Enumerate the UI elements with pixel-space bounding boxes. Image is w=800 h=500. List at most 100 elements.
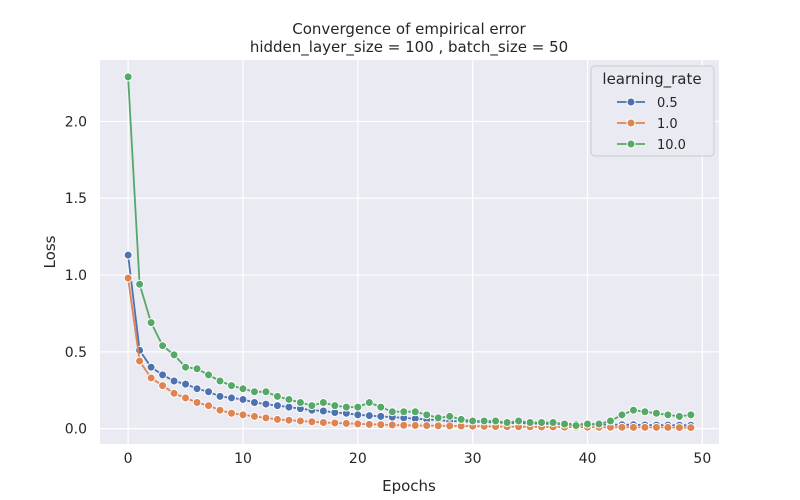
data-point (146, 318, 156, 328)
data-point (272, 391, 282, 401)
legend-marker (626, 97, 636, 107)
data-point (353, 410, 363, 420)
chart-subtitle: hidden_layer_size = 100 , batch_size = 5… (250, 38, 568, 57)
data-point (491, 416, 501, 426)
data-point (617, 422, 627, 432)
data-point (364, 419, 374, 429)
data-point (135, 279, 145, 289)
data-point (640, 407, 650, 417)
data-point (169, 376, 179, 386)
data-point (158, 370, 168, 380)
data-point (364, 411, 374, 421)
data-point (422, 410, 432, 420)
x-tick-label: 0 (124, 451, 133, 467)
data-point (181, 393, 191, 403)
data-point (135, 356, 145, 366)
data-point (628, 405, 638, 415)
data-point (548, 417, 558, 427)
x-tick-label: 20 (349, 451, 367, 467)
data-point (387, 407, 397, 417)
data-point (605, 416, 615, 426)
legend-items: 0.5 1.0 10.0 (617, 96, 686, 153)
data-point (295, 416, 305, 426)
data-point (261, 413, 271, 423)
data-point (192, 384, 202, 394)
data-point (686, 423, 696, 433)
data-point (284, 394, 294, 404)
legend-label: 10.0 (657, 138, 686, 153)
x-tick-label: 40 (579, 451, 597, 467)
legend-title: learning_rate (602, 70, 701, 89)
data-point (514, 416, 524, 426)
data-point (376, 402, 386, 412)
y-tick-label: 1.5 (65, 191, 87, 207)
legend: learning_rate 0.5 1.0 10.0 (590, 65, 715, 157)
data-point (261, 399, 271, 409)
y-tick-label: 0.5 (65, 345, 87, 361)
data-point (181, 362, 191, 372)
y-tick-label: 1.0 (65, 268, 87, 284)
data-point (583, 419, 593, 429)
data-point (272, 401, 282, 411)
data-point (410, 407, 420, 417)
data-point (123, 273, 133, 283)
series-layer (123, 72, 696, 433)
x-tick-label: 30 (464, 451, 482, 467)
data-point (318, 398, 328, 408)
data-point (238, 384, 248, 394)
data-point (640, 422, 650, 432)
data-point (123, 250, 133, 260)
data-point (330, 401, 340, 411)
data-point (204, 370, 214, 380)
data-point (330, 418, 340, 428)
data-point (341, 402, 351, 412)
data-point (445, 411, 455, 421)
data-point (651, 408, 661, 418)
data-point (146, 373, 156, 383)
data-point (353, 402, 363, 412)
data-point (146, 362, 156, 372)
data-point (204, 387, 214, 397)
data-point (456, 414, 466, 424)
data-point (387, 420, 397, 430)
series-10.0 (123, 72, 696, 431)
data-point (674, 423, 684, 433)
data-point (560, 419, 570, 429)
data-point (525, 417, 535, 427)
legend-label: 1.0 (657, 117, 678, 132)
data-point (674, 411, 684, 421)
data-point (249, 387, 259, 397)
data-point (594, 419, 604, 429)
data-point (226, 381, 236, 391)
data-point (686, 410, 696, 420)
data-point (181, 379, 191, 389)
data-point (192, 398, 202, 408)
data-point (226, 408, 236, 418)
data-point (238, 394, 248, 404)
data-point (663, 410, 673, 420)
data-point (284, 402, 294, 412)
data-point (422, 421, 432, 431)
data-point (158, 341, 168, 351)
y-tick-labels: 0.0 0.5 1.0 1.5 2.0 (65, 114, 87, 437)
data-point (445, 421, 455, 431)
data-point (123, 72, 133, 82)
data-point (651, 422, 661, 432)
data-point (226, 393, 236, 403)
data-point (537, 417, 547, 427)
data-point (479, 416, 489, 426)
data-point (318, 417, 328, 427)
data-point (192, 364, 202, 374)
data-point (571, 421, 581, 431)
data-point (353, 419, 363, 429)
data-point (502, 417, 512, 427)
data-point (284, 415, 294, 425)
data-point (295, 398, 305, 408)
legend-marker (626, 139, 636, 149)
data-point (399, 420, 409, 430)
legend-item: 10.0 (617, 138, 686, 153)
data-point (307, 401, 317, 411)
chart-title: Convergence of empirical error (292, 20, 526, 38)
data-point (376, 411, 386, 421)
